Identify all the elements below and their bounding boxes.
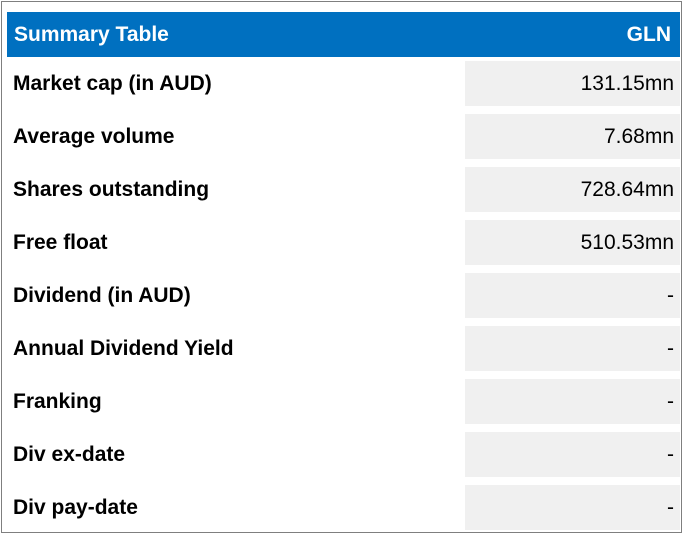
- row-label: Div pay-date: [13, 496, 138, 519]
- table-row-div-ex-date: Div ex-date -: [7, 432, 680, 477]
- row-value: -: [465, 379, 680, 424]
- row-label: Market cap (in AUD): [13, 72, 212, 95]
- table-row-dividend: Dividend (in AUD) -: [7, 273, 680, 318]
- row-value: 131.15mn: [465, 61, 680, 106]
- ticker-symbol: GLN: [626, 22, 671, 46]
- row-value: 728.64mn: [465, 167, 680, 212]
- table-row-average-volume: Average volume 7.68mn: [7, 114, 680, 159]
- row-label: Average volume: [13, 125, 175, 148]
- table-row-annual-dividend-yield: Annual Dividend Yield -: [7, 326, 680, 371]
- row-label: Shares outstanding: [13, 178, 210, 201]
- row-value: 7.68mn: [465, 114, 680, 159]
- table-row-free-float: Free float 510.53mn: [7, 220, 680, 265]
- row-label: Div ex-date: [13, 443, 126, 466]
- row-value: -: [465, 485, 680, 530]
- row-label: Free float: [13, 231, 108, 254]
- table-row-div-pay-date: Div pay-date -: [7, 485, 680, 530]
- row-label: Franking: [13, 390, 102, 413]
- summary-table-title: Summary Table: [14, 22, 169, 46]
- row-label: Dividend (in AUD): [13, 284, 191, 307]
- table-row-franking: Franking -: [7, 379, 680, 424]
- row-label: Annual Dividend Yield: [13, 337, 234, 360]
- table-row-market-cap: Market cap (in AUD) 131.15mn: [7, 61, 680, 106]
- table-row-shares-outstanding: Shares outstanding 728.64mn: [7, 167, 680, 212]
- row-value: -: [465, 273, 680, 318]
- row-value: -: [465, 432, 680, 477]
- summary-table-header: Summary Table GLN: [7, 12, 680, 57]
- row-value: -: [465, 326, 680, 371]
- row-value: 510.53mn: [465, 220, 680, 265]
